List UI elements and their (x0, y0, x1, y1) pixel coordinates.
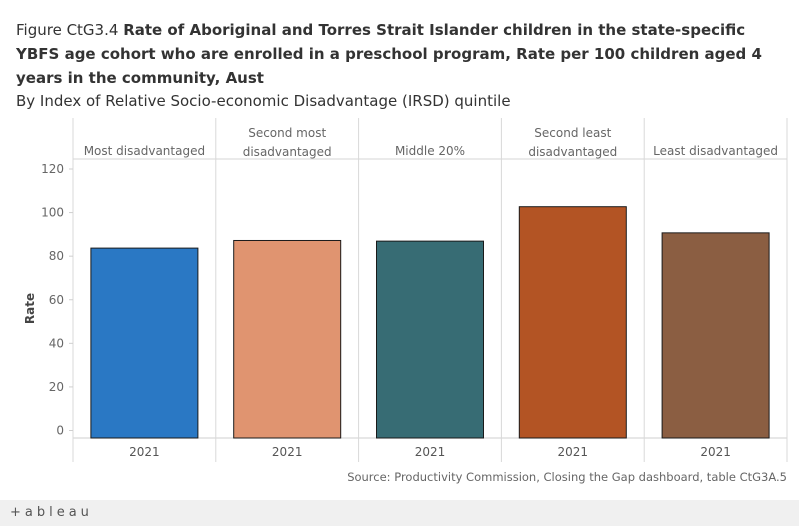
y-tick-label: 100 (41, 206, 64, 220)
y-tick-label: 0 (56, 424, 64, 438)
panel-header-label: Least disadvantaged (653, 144, 778, 158)
x-tick-label: 2021 (700, 445, 731, 459)
bar (661, 232, 770, 439)
chart-main-title: Rate of Aboriginal and Torres Strait Isl… (16, 21, 762, 87)
panel-header-label: Second most (248, 126, 326, 140)
chart-subtitle: By Index of Relative Socio-economic Disa… (16, 92, 511, 110)
bar (376, 240, 484, 439)
bar (518, 206, 627, 439)
chart-title: Figure CtG3.4 Rate of Aboriginal and Tor… (16, 18, 791, 90)
panel-header-label: Second least (534, 126, 611, 140)
bar (90, 247, 199, 439)
y-tick-label: 120 (41, 162, 64, 176)
y-axis-label: Rate (23, 293, 37, 324)
y-tick-label: 40 (49, 336, 64, 350)
y-tick-label: 80 (49, 249, 64, 263)
x-tick-label: 2021 (415, 445, 446, 459)
x-tick-label: 2021 (272, 445, 303, 459)
figure-label: Figure CtG3.4 (16, 21, 119, 39)
panel-header-label: Most disadvantaged (84, 144, 205, 158)
source-note: Source: Productivity Commission, Closing… (347, 470, 787, 484)
x-tick-label: 2021 (129, 445, 160, 459)
panel-header-label: disadvantaged (528, 145, 617, 159)
footer-bar: +ableau (0, 500, 799, 526)
tableau-logo[interactable]: +ableau (10, 505, 93, 520)
y-tick-label: 20 (49, 380, 64, 394)
bar-chart: 0 20 40 60 80 100 120 Rate Most disadvantaged 202… (23, 118, 788, 462)
bar (233, 239, 342, 439)
panel-header-label: disadvantaged (243, 145, 332, 159)
x-tick-label: 2021 (558, 445, 589, 459)
panel-header-label: Middle 20% (395, 144, 465, 158)
y-tick-label: 60 (49, 293, 64, 307)
